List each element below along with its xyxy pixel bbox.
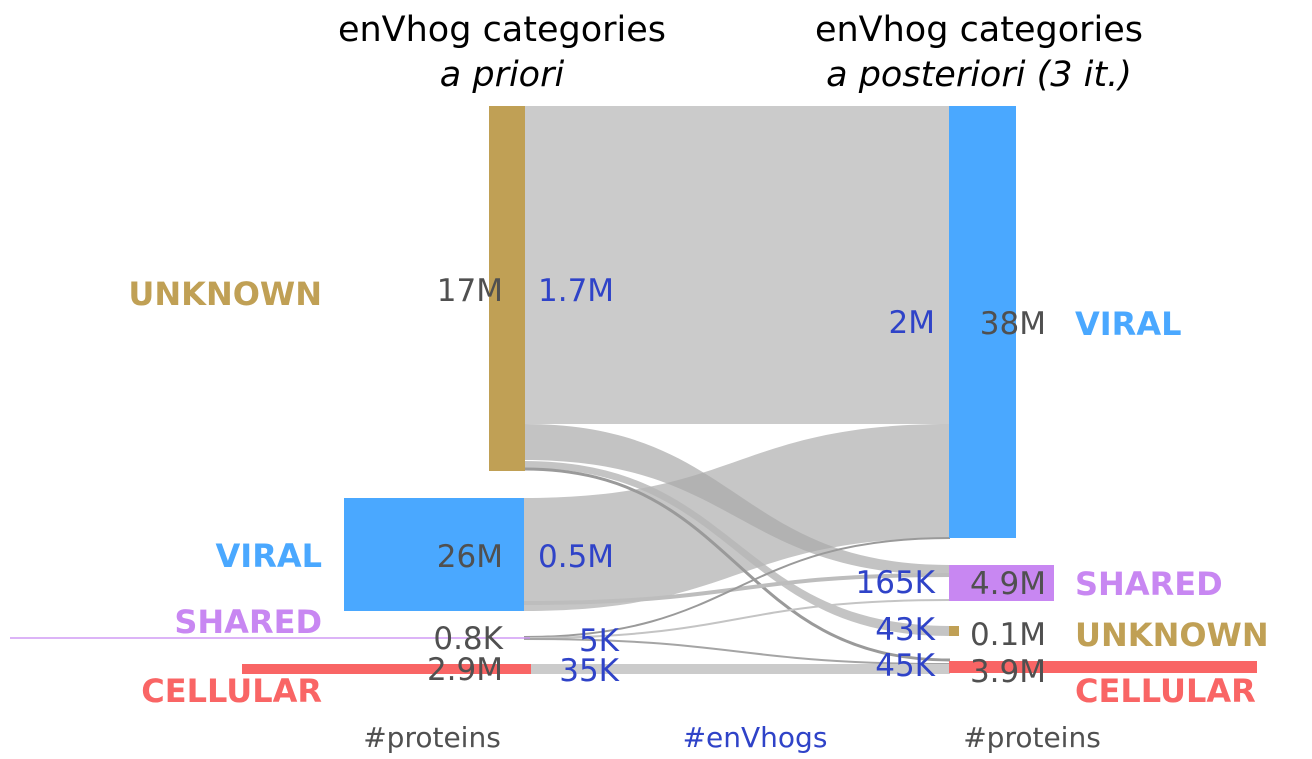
flow-viral-to-shared [523, 573, 951, 605]
right-column-title: enVhog categories [815, 10, 1143, 50]
left-envhogs-viral: 0.5M [538, 539, 614, 575]
flow-unknown-to-shared [524, 424, 950, 575]
flow-shared-to-shared [523, 599, 951, 639]
left-envhogs-unknown: 1.7M [538, 273, 614, 309]
left-envhogs-shared: 5K [579, 623, 620, 659]
left-proteins-unknown: 17M [437, 273, 503, 309]
right-proteins-viral: 38M [980, 306, 1046, 342]
flow-unknown-to-unknown [524, 461, 950, 636]
right-proteins-cellular: 3.9M [970, 654, 1046, 690]
right-column-subtitle: a posteriori (3 it.) [826, 55, 1132, 95]
right-label-shared: SHARED [1075, 565, 1223, 603]
left-label-shared: SHARED [174, 603, 322, 641]
right-envhogs-viral: 2M [889, 305, 935, 341]
right-node-shared [949, 565, 1054, 601]
footer-envhogs: #enVhogs [683, 721, 828, 754]
right-envhogs-shared: 165K [856, 565, 936, 601]
right-proteins-shared: 4.9M [970, 566, 1046, 602]
left-column-title: enVhog categories [338, 10, 666, 50]
left-proteins-cellular: 2.9M [427, 652, 503, 688]
right-label-viral: VIRAL [1075, 305, 1181, 343]
right-envhogs-cellular: 45K [875, 648, 935, 684]
flow-shared-to-cellular [523, 638, 951, 665]
right-label-unknown: UNKNOWN [1075, 616, 1269, 654]
flow-cellular-to-cellular [530, 664, 950, 674]
right-node-cellular [949, 661, 1257, 673]
left-proteins-viral: 26M [437, 539, 503, 575]
right-node-unknown [949, 626, 959, 636]
left-label-viral: VIRAL [216, 537, 322, 575]
left-node-viral [344, 498, 524, 611]
left-node-unknown [489, 106, 525, 471]
left-proteins-shared: 0.8K [433, 621, 503, 657]
left-envhogs-cellular: 35K [559, 653, 619, 689]
footer-left-proteins: #proteins [363, 721, 501, 754]
flow-unknown-to-viral [524, 106, 950, 424]
left-column-subtitle: a priori [440, 55, 565, 95]
right-envhogs-unknown: 43K [875, 612, 935, 648]
right-proteins-unknown: 0.1M [970, 617, 1046, 653]
right-node-viral [949, 106, 1016, 538]
left-label-unknown: UNKNOWN [128, 275, 322, 313]
flows [523, 106, 951, 674]
left-label-cellular: CELLULAR [141, 672, 322, 710]
flow-unknown-to-cellular [523, 467, 951, 662]
flow-shared-to-viral [523, 537, 951, 638]
flow-viral-to-viral [524, 424, 950, 611]
left-node-cellular [242, 664, 531, 674]
right-label-cellular: CELLULAR [1075, 672, 1256, 710]
footer-right-proteins: #proteins [963, 721, 1101, 754]
